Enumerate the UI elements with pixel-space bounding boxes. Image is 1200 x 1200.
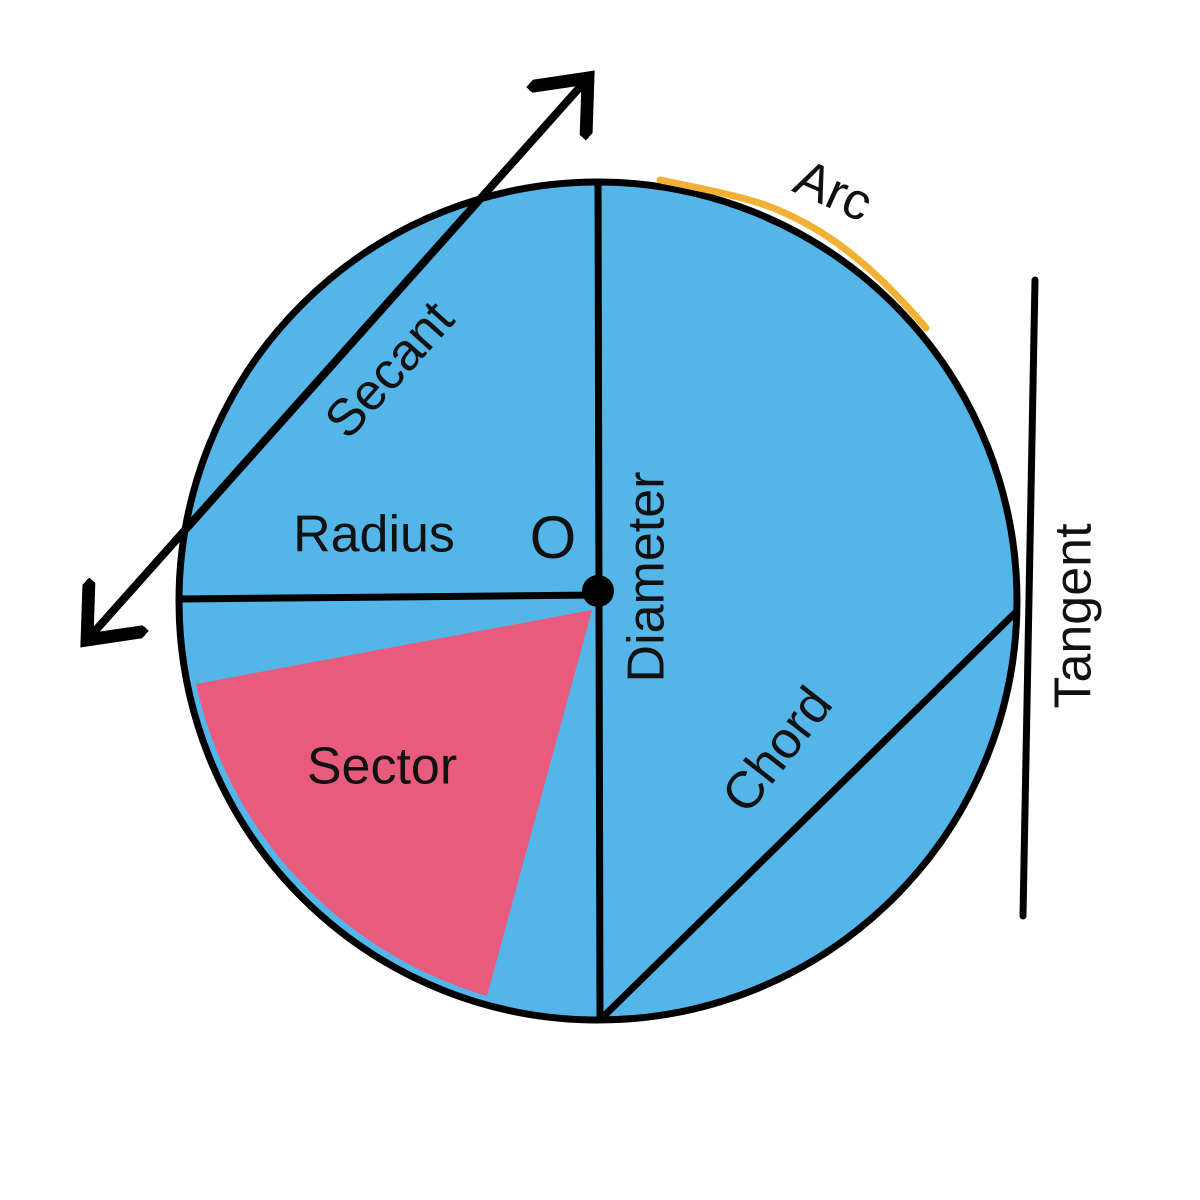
sector-region — [196, 610, 592, 996]
label-radius: Radius — [293, 506, 455, 564]
label-tangent: Tangent — [1045, 523, 1103, 709]
radius-line — [181, 591, 599, 603]
label-center-o: O — [530, 504, 577, 571]
label-diameter: Diameter — [618, 472, 676, 683]
label-sector: Sector — [307, 738, 457, 796]
secant-line — [87, 78, 588, 640]
center-point — [582, 575, 614, 607]
arc-highlight — [656, 176, 930, 332]
chord-line — [601, 609, 1019, 1019]
tangent-line — [1019, 276, 1039, 920]
